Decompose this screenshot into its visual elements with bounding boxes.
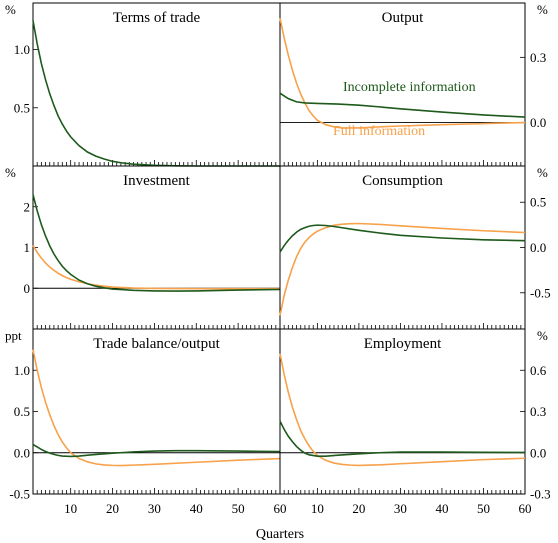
panel-title-trade_balance: Trade balance/output (93, 336, 220, 352)
panel-title-investment: Investment (123, 173, 190, 189)
series-line-investment-full (32, 245, 280, 290)
y-tick-label-output-0: 0.0 (530, 115, 546, 130)
y-tick-label-employment-1: 0.0 (530, 445, 546, 460)
panel-title-output: Output (382, 10, 425, 26)
panel-frame-investment (32, 165, 281, 330)
x-tick-label-left-40: 40 (190, 501, 203, 516)
series-line-consumption-full (279, 222, 526, 316)
y-tick-label-consumption-2: 0.5 (530, 195, 546, 210)
y-tick-label-investment-0: 0 (24, 281, 31, 296)
y-tick-label-employment-2: 0.3 (530, 404, 546, 419)
y-tick-label-trade_balance-2: 0.5 (14, 404, 30, 419)
x-tick-label-right-20: 20 (352, 501, 365, 516)
series-line-output-full (279, 18, 526, 129)
unit-label-trade_balance: ppt (5, 328, 22, 343)
x-axis-title: Quarters (256, 527, 304, 542)
annotation-incomplete-information: Incomplete information (343, 80, 476, 95)
series-line-trade_balance-full (32, 349, 281, 467)
y-tick-label-terms_of_trade-0: 0.5 (14, 100, 30, 115)
y-tick-label-employment-0: -0.3 (530, 487, 551, 502)
x-tick-label-left-60: 60 (274, 501, 287, 516)
unit-label-consumption: % (537, 165, 548, 180)
y-tick-label-consumption-0: -0.5 (530, 285, 551, 300)
series-line-output-incomplete (279, 92, 526, 118)
x-tick-label-left-30: 30 (148, 501, 161, 516)
panel-title-terms_of_trade: Terms of trade (113, 10, 201, 26)
unit-label-employment: % (537, 328, 548, 343)
panel-title-consumption: Consumption (362, 173, 443, 189)
y-tick-label-employment-3: 0.6 (530, 363, 547, 378)
panel-title-employment: Employment (364, 336, 442, 352)
series-line-terms_of_trade-incomplete (32, 20, 280, 167)
y-tick-label-output-1: 0.3 (530, 50, 546, 65)
y-tick-label-investment-1: 1 (24, 240, 31, 255)
series-line-employment-full (279, 353, 526, 467)
x-tick-label-right-60: 60 (519, 501, 532, 516)
unit-label-investment: % (5, 165, 16, 180)
series-line-consumption-incomplete (279, 224, 526, 253)
panel-frame-trade_balance (32, 328, 281, 495)
annotation-full-information: Full information (333, 124, 425, 139)
series-line-trade_balance-incomplete (32, 443, 281, 458)
panel-frame-consumption (279, 165, 526, 330)
x-tick-label-left-10: 10 (64, 501, 77, 516)
y-tick-label-investment-2: 2 (24, 199, 31, 214)
y-tick-label-terms_of_trade-1: 1.0 (14, 42, 30, 57)
panel-frame-terms_of_trade (32, 2, 281, 167)
x-tick-label-left-50: 50 (232, 501, 245, 516)
x-tick-label-right-50: 50 (477, 501, 490, 516)
panel-frame-employment (279, 328, 526, 495)
y-tick-label-trade_balance-1: 0.0 (14, 445, 30, 460)
y-tick-label-trade_balance-0: -0.5 (9, 487, 30, 502)
series-line-employment-incomplete (279, 420, 526, 457)
series-line-investment-incomplete (32, 194, 281, 292)
x-tick-label-right-30: 30 (394, 501, 407, 516)
unit-label-terms_of_trade: % (5, 2, 16, 17)
x-tick-label-right-40: 40 (435, 501, 448, 516)
y-tick-label-consumption-1: 0.0 (530, 240, 546, 255)
y-tick-label-trade_balance-3: 1.0 (14, 363, 30, 378)
x-tick-label-right-10: 10 (311, 501, 324, 516)
x-tick-label-left-20: 20 (106, 501, 119, 516)
unit-label-output: % (537, 2, 548, 17)
